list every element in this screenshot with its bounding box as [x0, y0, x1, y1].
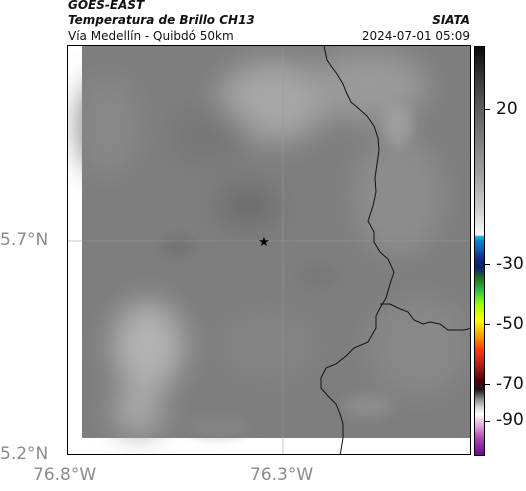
- colorbar-label-minus-30: -30: [496, 254, 524, 274]
- lat-label-5-7: 5.7°N: [0, 230, 49, 250]
- border-line: [320, 46, 395, 454]
- colorbar-tick-mark: [485, 324, 490, 325]
- region-subtitle: Vía Medellín - Quibdó 50km: [68, 29, 234, 43]
- border-line-east: [380, 303, 470, 331]
- map-panel[interactable]: ★: [67, 45, 471, 455]
- star-icon: ★: [258, 235, 270, 250]
- colorbar-tick-mark: [485, 264, 490, 265]
- organization-label: SIATA: [432, 13, 470, 27]
- colorbar-tick-mark: [485, 109, 490, 110]
- colorbar-label-minus-90: -90: [496, 410, 524, 430]
- map-canvas: ★: [68, 46, 470, 454]
- lat-label-5-2: 5.2°N: [0, 444, 49, 464]
- colorbar-tick-mark: [485, 384, 490, 385]
- product-title: Temperatura de Brillo CH13: [68, 13, 255, 27]
- datetime-label: 2024-07-01 05:09: [361, 29, 470, 43]
- graticule: [68, 46, 470, 454]
- colorbar: [474, 46, 485, 456]
- lon-label-76-8: 76.8°W: [33, 465, 97, 485]
- colorbar-label-minus-70: -70: [496, 374, 524, 394]
- satellite-image: [78, 46, 470, 438]
- colorbar-tick-mark: [485, 421, 490, 422]
- lon-label-76-3: 76.3°W: [250, 465, 314, 485]
- satellite-title: GOES-EAST: [68, 0, 145, 12]
- colorbar-label-minus-50: -50: [496, 314, 524, 334]
- colorbar-label-20: 20: [496, 99, 518, 119]
